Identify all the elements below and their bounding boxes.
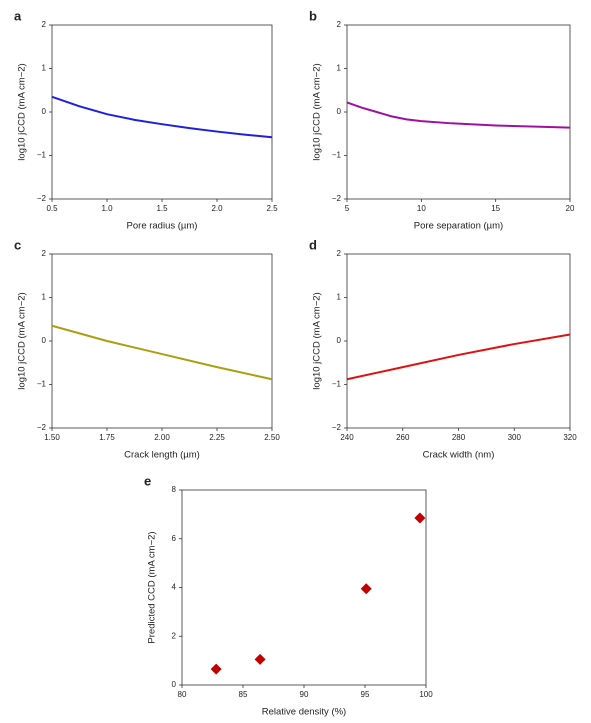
y-tick-label: 2 <box>42 20 47 29</box>
y-tick-label: −2 <box>37 194 47 203</box>
y-tick-label: 1 <box>337 64 342 73</box>
y-axis-label: log10 jCCD (mA cm−2) <box>17 292 28 389</box>
y-tick-label: 0 <box>337 336 342 345</box>
y-axis-label: log10 jCCD (mA cm−2) <box>312 292 323 389</box>
y-tick-label: −1 <box>332 380 342 389</box>
x-tick-label: 1.75 <box>99 433 115 442</box>
y-axis-label: log10 jCCD (mA cm−2) <box>17 63 28 160</box>
panel-label: a <box>14 8 22 23</box>
data-line <box>346 333 571 381</box>
x-tick-label: 10 <box>417 204 426 213</box>
data-line <box>51 324 273 381</box>
y-tick-label: 0 <box>337 107 342 116</box>
data-point <box>254 653 266 665</box>
data-point <box>210 663 222 675</box>
x-tick-label: 280 <box>452 433 466 442</box>
x-axis-label: Relative density (%) <box>262 707 346 718</box>
y-tick-label: 2 <box>337 20 342 29</box>
y-tick-label: −1 <box>37 380 47 389</box>
panel-label: c <box>14 237 21 252</box>
panel-label: d <box>309 237 317 252</box>
x-tick-label: 2.5 <box>266 204 278 213</box>
y-axis-label: log10 jCCD (mA cm−2) <box>312 63 323 160</box>
y-tick-label: 1 <box>337 293 342 302</box>
y-tick-label: 2 <box>42 249 47 258</box>
x-tick-label: 1.50 <box>44 433 60 442</box>
y-tick-label: 1 <box>42 64 47 73</box>
x-tick-label: 2.25 <box>209 433 225 442</box>
y-tick-label: 8 <box>172 485 177 494</box>
plot-frame <box>181 489 427 686</box>
x-axis-label: Pore separation (µm) <box>414 221 503 232</box>
x-tick-label: 240 <box>340 433 354 442</box>
y-tick-label: 2 <box>172 631 177 640</box>
x-tick-label: 100 <box>419 690 433 699</box>
plot-frame <box>346 24 571 200</box>
y-axis-label: Predicted CCD (mA cm−2) <box>147 531 158 643</box>
x-axis-label: Pore radius (µm) <box>127 221 198 232</box>
data-point <box>414 512 426 524</box>
x-tick-label: 320 <box>563 433 577 442</box>
y-tick-label: 0 <box>42 107 47 116</box>
x-tick-label: 2.0 <box>211 204 223 213</box>
panel-label: e <box>144 473 151 488</box>
x-axis-label: Crack length (µm) <box>124 450 200 461</box>
x-tick-label: 1.0 <box>101 204 113 213</box>
x-tick-label: 15 <box>491 204 500 213</box>
x-tick-label: 80 <box>178 690 187 699</box>
x-tick-label: 5 <box>345 204 350 213</box>
y-tick-label: −2 <box>332 423 342 432</box>
x-tick-label: 95 <box>361 690 370 699</box>
y-tick-label: 4 <box>172 583 177 592</box>
x-tick-label: 260 <box>396 433 410 442</box>
x-tick-label: 300 <box>508 433 522 442</box>
x-tick-label: 2.50 <box>264 433 280 442</box>
y-tick-label: −2 <box>332 194 342 203</box>
x-tick-label: 2.00 <box>154 433 170 442</box>
x-tick-label: 0.5 <box>46 204 58 213</box>
x-tick-label: 20 <box>566 204 575 213</box>
y-tick-label: 2 <box>337 249 342 258</box>
panel-label: b <box>309 8 317 23</box>
data-point <box>360 583 372 595</box>
y-tick-label: 0 <box>172 680 177 689</box>
y-tick-label: 1 <box>42 293 47 302</box>
x-axis-label: Crack width (nm) <box>423 450 495 461</box>
x-tick-label: 85 <box>239 690 248 699</box>
y-tick-label: −2 <box>37 423 47 432</box>
plot-frame <box>51 253 273 429</box>
y-tick-label: 0 <box>42 336 47 345</box>
y-tick-label: −1 <box>37 151 47 160</box>
data-line <box>346 101 571 129</box>
x-tick-label: 90 <box>300 690 309 699</box>
data-line <box>51 95 273 139</box>
y-tick-label: 6 <box>172 534 177 543</box>
y-tick-label: −1 <box>332 151 342 160</box>
plot-frame <box>51 24 273 200</box>
x-tick-label: 1.5 <box>156 204 168 213</box>
